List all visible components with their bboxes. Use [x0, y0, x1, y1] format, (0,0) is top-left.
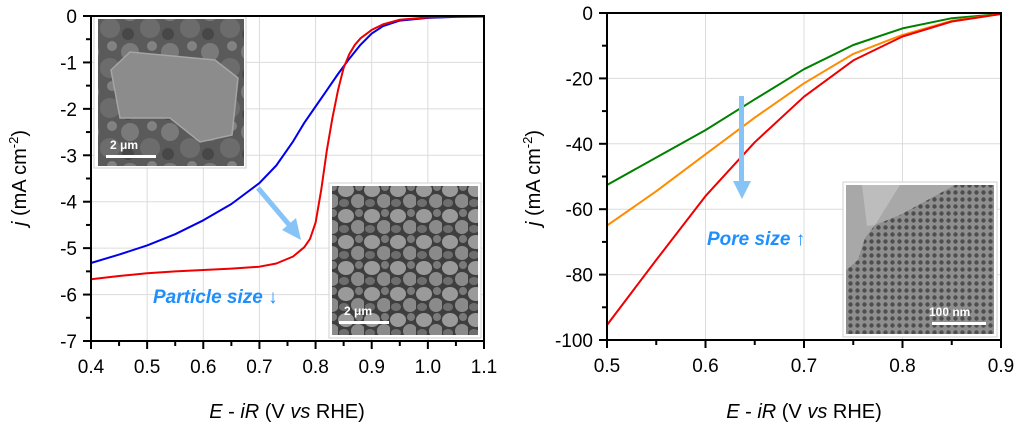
series-line-small-particles — [90, 15, 485, 281]
left-insets: 2 μm 2 μm — [93, 15, 482, 339]
left-x-axis-label: E - iR (V vs RHE) — [209, 401, 365, 423]
right-chart: 100 nm 0.5 0.6 0.7 0.8 0.90-20-40-60-80-100 … — [520, 4, 1014, 423]
inset-small-particle-sem: 2 μm — [328, 182, 482, 339]
x-tick-label: 0.8 — [889, 356, 915, 377]
x-tick-label: 1.1 — [471, 357, 497, 378]
scale-bar — [339, 321, 389, 324]
y-tick-label: -5 — [60, 239, 77, 260]
arrow-shaft — [256, 186, 293, 229]
series-line-small-pores — [606, 13, 1002, 186]
y-tick-label: -40 — [566, 135, 593, 156]
y-tick-label: -100 — [555, 331, 593, 352]
scale-bar — [106, 155, 156, 158]
x-tick-label: 0.9 — [359, 357, 385, 378]
x-tick-label: 1.0 — [415, 357, 441, 378]
arrow-shaft — [739, 96, 744, 182]
x-tick-label: 0.6 — [190, 357, 216, 378]
y-tick-label: -20 — [566, 69, 593, 90]
right-series — [606, 13, 1002, 326]
y-tick-label: -2 — [60, 100, 77, 121]
y-tick-label: -6 — [60, 286, 77, 307]
particle-size-annotation: Particle size ↓ — [153, 287, 278, 308]
left-axes: 0.4 0.5 0.6 0.7 0.8 0.9 1.0 1.1 0 -1 -2 -3 -4 -5 -6 -7 — [60, 7, 497, 378]
arrow-head-icon — [282, 218, 301, 240]
scale-bar-label: 100 nm — [929, 305, 970, 319]
scale-bar — [932, 322, 986, 325]
y-tick-label: -80 — [566, 266, 593, 287]
x-tick-label: 0.5 — [134, 357, 160, 378]
scale-bar-label: 2 μm — [110, 138, 138, 152]
scale-bar-label: 2 μm — [344, 304, 372, 318]
x-tick-label: 0.6 — [692, 356, 718, 377]
y-tick-label: -4 — [60, 193, 77, 214]
y-tick-label: 0 — [582, 4, 593, 25]
inset-large-particle-sem: 2 μm — [93, 15, 247, 169]
left-chart: 2 μm 2 μm 0.4 0.5 0.6 0.7 0.8 0.9 1.0 1.1 0 -1 -2 -… — [6, 7, 497, 423]
y-tick-label: -3 — [60, 146, 77, 167]
left-series — [90, 15, 485, 281]
y-tick-label: -60 — [566, 200, 593, 221]
right-axes: 0.5 0.6 0.7 0.8 0.9 0 -20 -40 -60 -80 -100 — [555, 4, 1014, 377]
x-tick-label: 0.9 — [988, 356, 1014, 377]
left-y-axis-label: j (mA cm-2) — [6, 130, 31, 229]
y-tick-label: 0 — [66, 7, 77, 28]
right-x-axis-label: E - iR (V vs RHE) — [726, 401, 882, 423]
x-tick-label: 0.8 — [302, 357, 328, 378]
series-line-large-pores — [606, 13, 1002, 326]
arrow-head-icon — [733, 181, 751, 199]
pore-arrow — [733, 96, 751, 199]
right-y-axis-label: j (mA cm-2) — [520, 130, 545, 229]
pore-size-annotation: Pore size ↑ — [707, 229, 805, 250]
x-tick-label: 0.4 — [78, 357, 105, 378]
inset-tem: 100 nm — [842, 181, 998, 338]
series-line-large-particles — [90, 15, 485, 264]
x-tick-label: 0.7 — [791, 356, 817, 377]
y-tick-label: -7 — [60, 332, 77, 353]
y-tick-label: -1 — [60, 53, 77, 74]
particle-arrow — [256, 186, 301, 240]
x-tick-label: 0.7 — [246, 357, 272, 378]
x-tick-label: 0.5 — [594, 356, 620, 377]
